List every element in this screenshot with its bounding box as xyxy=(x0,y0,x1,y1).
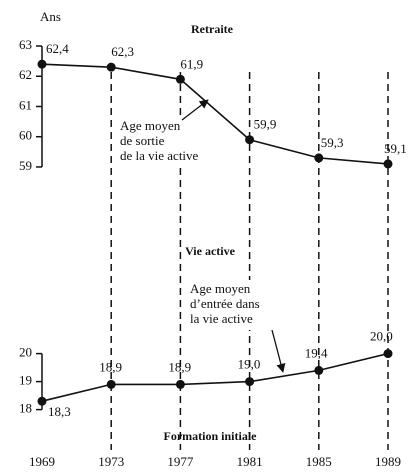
panel-title: Formation initiale xyxy=(164,429,258,443)
y-tick-label: 18 xyxy=(19,401,32,416)
annotation-arrow xyxy=(271,329,286,373)
data-point xyxy=(383,349,393,359)
data-label: 20,0 xyxy=(370,329,393,344)
data-label: 18,9 xyxy=(168,359,191,374)
y-axis-label: Ans xyxy=(40,9,61,24)
data-label: 61,9 xyxy=(180,56,203,71)
data-point xyxy=(175,379,185,389)
annotation: Age moyen xyxy=(190,281,251,296)
data-line xyxy=(41,63,389,165)
data-point xyxy=(106,62,116,72)
data-point xyxy=(245,377,255,387)
x-tick-label: 1989 xyxy=(375,454,401,469)
y-tick-label: 61 xyxy=(19,97,32,112)
y-tick-label: 59 xyxy=(19,158,32,173)
data-label: 62,3 xyxy=(111,44,134,59)
x-tick-label: 1977 xyxy=(167,454,194,469)
y-tick-label: 60 xyxy=(19,128,32,143)
data-label: 59,1 xyxy=(384,141,407,156)
data-point xyxy=(314,153,324,163)
x-tick-label: 1973 xyxy=(98,454,124,469)
annotation: de la vie active xyxy=(120,148,199,163)
data-label: 18,3 xyxy=(48,404,71,419)
data-label: 19,0 xyxy=(238,357,261,372)
data-label: 18,9 xyxy=(99,359,122,374)
annotation: la vie active xyxy=(190,311,253,326)
annotation-arrow xyxy=(181,99,209,121)
y-tick-label: 63 xyxy=(19,37,32,52)
data-point xyxy=(245,135,255,145)
x-tick-label: 1981 xyxy=(237,454,263,469)
data-label: 59,3 xyxy=(321,135,344,150)
panel-title: Retraite xyxy=(191,22,234,36)
data-point xyxy=(106,379,116,389)
annotation-bg xyxy=(184,280,314,330)
middle-label: Vie active xyxy=(185,244,236,258)
x-tick-label: 1985 xyxy=(306,454,332,469)
data-point xyxy=(37,396,47,406)
data-label: 59,9 xyxy=(254,117,277,132)
annotation: de sortie xyxy=(120,133,165,148)
annotation: Age moyen xyxy=(120,118,181,133)
data-point xyxy=(314,365,324,375)
y-tick-label: 20 xyxy=(19,345,32,360)
data-label: 62,4 xyxy=(46,41,69,56)
y-tick-label: 19 xyxy=(19,373,32,388)
x-tick-label: 1969 xyxy=(29,454,55,469)
data-line xyxy=(41,352,389,402)
data-point xyxy=(383,159,393,169)
data-label: 19,4 xyxy=(305,345,328,360)
annotation-bg xyxy=(114,116,234,166)
annotation: d’entrée dans xyxy=(190,296,260,311)
y-tick-label: 62 xyxy=(19,67,32,82)
data-point xyxy=(37,59,47,69)
data-point xyxy=(175,74,185,84)
